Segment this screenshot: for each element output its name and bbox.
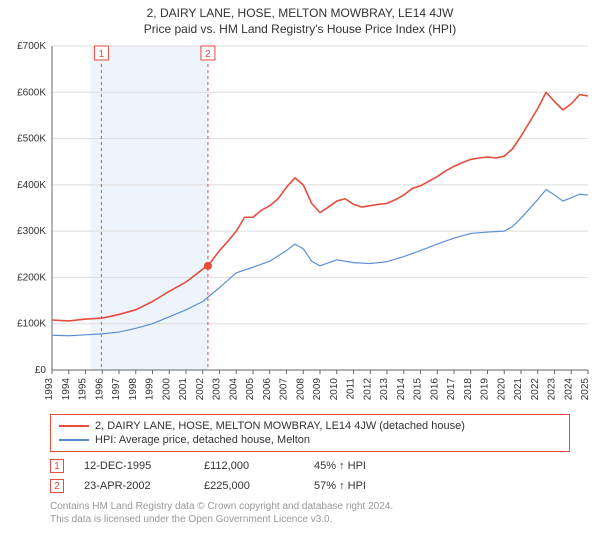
- legend-row: HPI: Average price, detached house, Melt…: [59, 433, 561, 447]
- sale-price: £225,000: [204, 480, 294, 492]
- chart-subtitle: Price paid vs. HM Land Registry's House …: [0, 20, 600, 40]
- footer-attribution: Contains HM Land Registry data © Crown c…: [0, 496, 600, 526]
- svg-text:£700K: £700K: [17, 41, 46, 52]
- sale-row: 1 12-DEC-1995 £112,000 45% ↑ HPI: [0, 456, 600, 476]
- sale-row: 2 23-APR-2002 £225,000 57% ↑ HPI: [0, 476, 600, 496]
- svg-text:1996: 1996: [94, 378, 105, 401]
- sale-gain: 57% ↑ HPI: [314, 480, 404, 492]
- svg-text:£500K: £500K: [17, 134, 46, 145]
- chart-title: 2, DAIRY LANE, HOSE, MELTON MOWBRAY, LE1…: [0, 0, 600, 20]
- svg-text:2007: 2007: [279, 378, 290, 401]
- svg-text:£100K: £100K: [17, 319, 46, 330]
- svg-text:2022: 2022: [530, 378, 541, 401]
- svg-text:2004: 2004: [228, 378, 239, 401]
- svg-text:2010: 2010: [329, 378, 340, 401]
- svg-text:2002: 2002: [195, 378, 206, 401]
- svg-text:2008: 2008: [295, 378, 306, 401]
- svg-text:2006: 2006: [262, 378, 273, 401]
- sale-marker: 2: [50, 479, 64, 493]
- svg-text:2003: 2003: [212, 378, 223, 401]
- legend-row: 2, DAIRY LANE, HOSE, MELTON MOWBRAY, LE1…: [59, 419, 561, 433]
- svg-text:1: 1: [99, 49, 105, 60]
- legend-swatch: [59, 439, 89, 441]
- sale-date: 23-APR-2002: [84, 480, 184, 492]
- svg-text:2001: 2001: [178, 378, 189, 401]
- footer-line-1: Contains HM Land Registry data © Crown c…: [50, 500, 570, 513]
- svg-text:2024: 2024: [563, 378, 574, 401]
- svg-text:2000: 2000: [161, 378, 172, 401]
- svg-text:1995: 1995: [78, 378, 89, 401]
- svg-text:£600K: £600K: [17, 87, 46, 98]
- legend-swatch: [59, 425, 89, 427]
- legend: 2, DAIRY LANE, HOSE, MELTON MOWBRAY, LE1…: [50, 414, 570, 452]
- sale-marker: 1: [50, 459, 64, 473]
- svg-text:2020: 2020: [496, 378, 507, 401]
- sale-price: £112,000: [204, 460, 294, 472]
- svg-text:2011: 2011: [346, 378, 357, 400]
- sale-date: 12-DEC-1995: [84, 460, 184, 472]
- svg-text:2005: 2005: [245, 378, 256, 401]
- svg-text:£0: £0: [35, 365, 47, 376]
- svg-text:1997: 1997: [111, 378, 122, 401]
- svg-text:2021: 2021: [513, 378, 524, 401]
- svg-text:£200K: £200K: [17, 272, 46, 283]
- svg-text:2015: 2015: [413, 378, 424, 401]
- svg-text:2013: 2013: [379, 378, 390, 401]
- legend-label: 2, DAIRY LANE, HOSE, MELTON MOWBRAY, LE1…: [95, 420, 465, 432]
- svg-text:2019: 2019: [480, 378, 491, 401]
- chart-area: £0 £100K £200K £300K £400K £500K £600K £700K 199…: [0, 40, 600, 410]
- footer-line-2: This data is licensed under the Open Gov…: [50, 513, 570, 526]
- line-chart: £0 £100K £200K £300K £400K £500K £600K £700K 199…: [0, 40, 600, 410]
- svg-text:2012: 2012: [362, 378, 373, 401]
- svg-text:2018: 2018: [463, 378, 474, 401]
- svg-text:2025: 2025: [580, 378, 591, 401]
- svg-text:2017: 2017: [446, 378, 457, 401]
- svg-text:2: 2: [205, 49, 211, 60]
- legend-label: HPI: Average price, detached house, Melt…: [95, 434, 310, 446]
- svg-text:1999: 1999: [145, 378, 156, 401]
- svg-text:2016: 2016: [429, 378, 440, 401]
- svg-text:1993: 1993: [44, 378, 55, 401]
- svg-text:£300K: £300K: [17, 226, 46, 237]
- svg-text:2023: 2023: [547, 378, 558, 401]
- sales-list: 1 12-DEC-1995 £112,000 45% ↑ HPI 2 23-APR-200…: [0, 456, 600, 496]
- svg-text:2009: 2009: [312, 378, 323, 401]
- svg-text:1998: 1998: [128, 378, 139, 401]
- svg-text:2014: 2014: [396, 378, 407, 401]
- svg-text:1994: 1994: [61, 378, 72, 401]
- svg-text:£400K: £400K: [17, 180, 46, 191]
- sale-gain: 45% ↑ HPI: [314, 460, 404, 472]
